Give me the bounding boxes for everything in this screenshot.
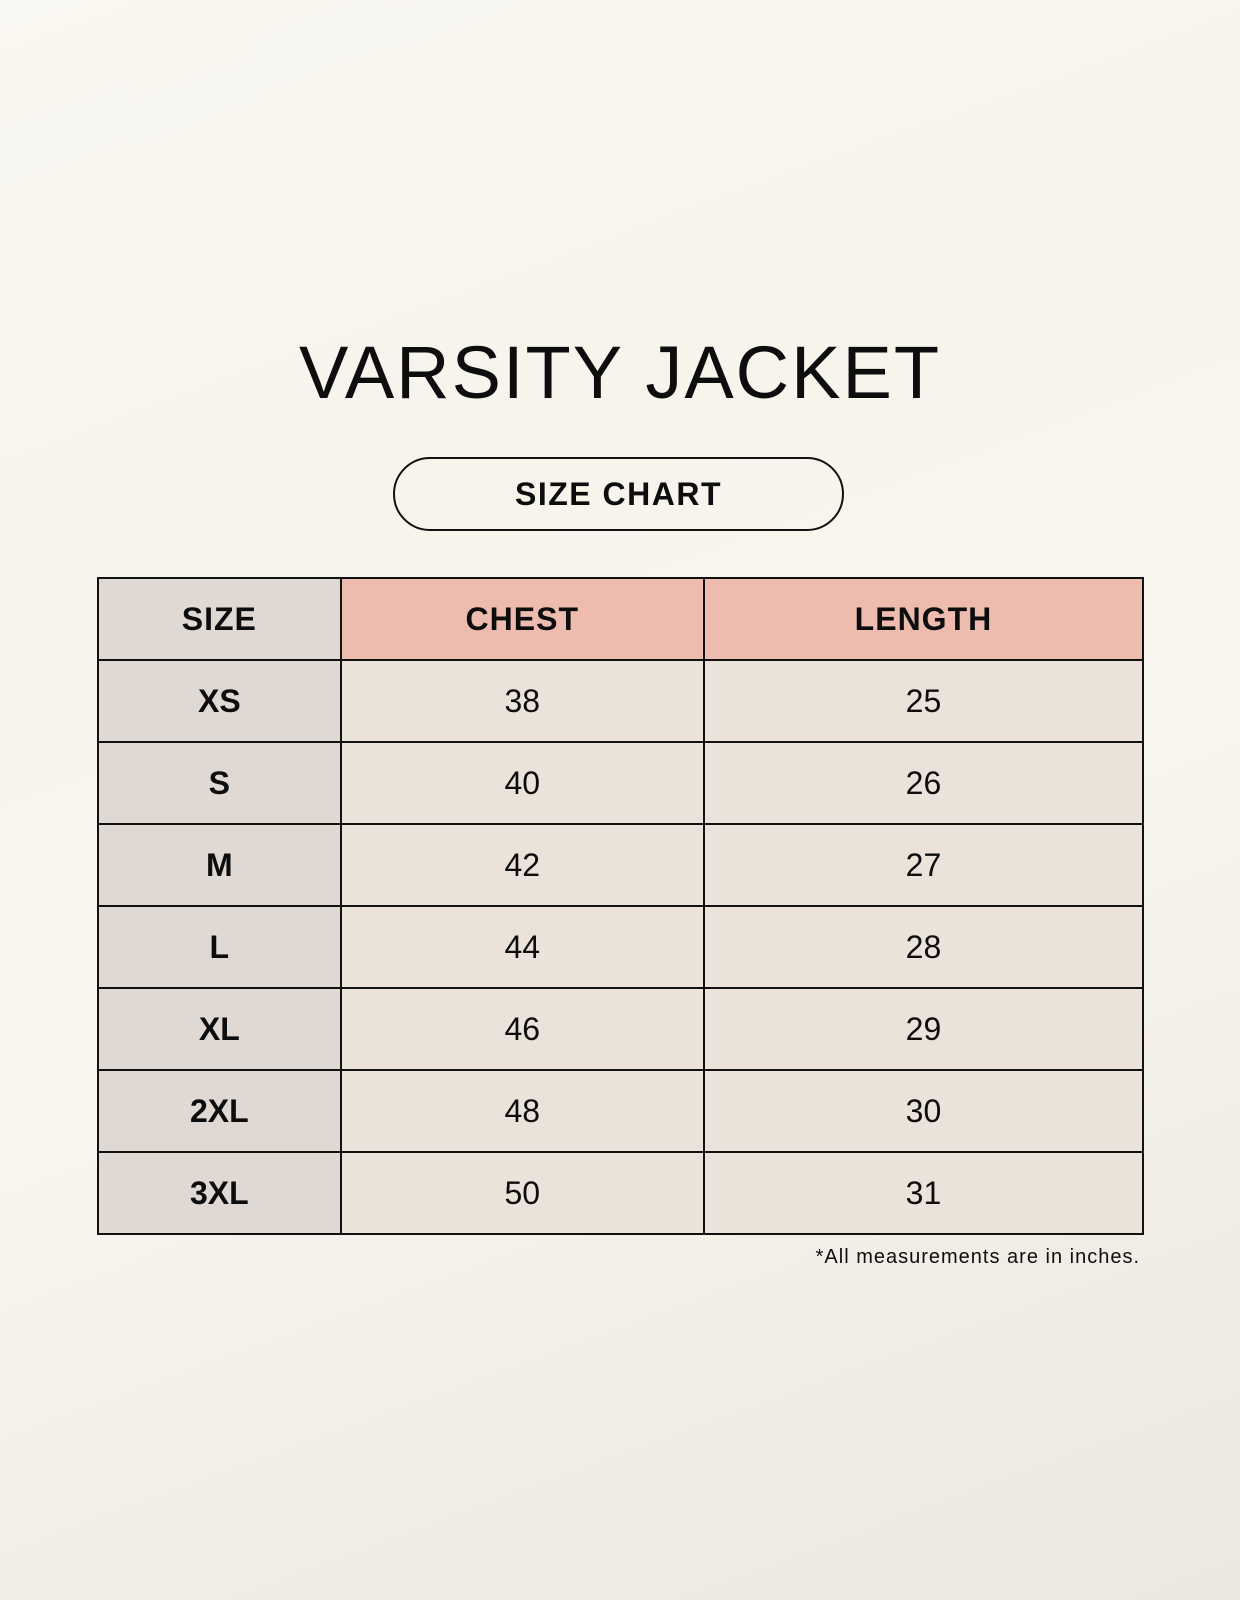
table-row: 3XL 50 31 bbox=[97, 1151, 1145, 1235]
measurement-footnote: *All measurements are in inches. bbox=[815, 1246, 1140, 1268]
size-cell: 2XL bbox=[97, 1069, 342, 1153]
header-size: SIZE bbox=[97, 577, 342, 661]
size-cell: S bbox=[97, 741, 342, 825]
table-row: L 44 28 bbox=[97, 905, 1145, 989]
length-cell: 27 bbox=[702, 823, 1145, 907]
length-cell: 25 bbox=[702, 659, 1145, 743]
table-row: 2XL 48 30 bbox=[97, 1069, 1145, 1153]
table-row: S 40 26 bbox=[97, 741, 1145, 825]
size-chart-badge: SIZE CHART bbox=[393, 457, 844, 531]
size-cell: XL bbox=[97, 987, 342, 1071]
table-header-row: SIZE CHEST LENGTH bbox=[97, 577, 1145, 661]
size-chart-table: SIZE CHEST LENGTH XS 38 25 S 40 26 M 42 27 L 44 28 X… bbox=[97, 577, 1145, 1235]
table-row: XL 46 29 bbox=[97, 987, 1145, 1071]
chest-cell: 46 bbox=[339, 987, 705, 1071]
chest-cell: 42 bbox=[339, 823, 705, 907]
chest-cell: 44 bbox=[339, 905, 705, 989]
length-cell: 28 bbox=[702, 905, 1145, 989]
header-chest: CHEST bbox=[339, 577, 705, 661]
length-cell: 26 bbox=[702, 741, 1145, 825]
size-cell: M bbox=[97, 823, 342, 907]
size-cell: 3XL bbox=[97, 1151, 342, 1235]
chest-cell: 50 bbox=[339, 1151, 705, 1235]
size-cell: L bbox=[97, 905, 342, 989]
chest-cell: 48 bbox=[339, 1069, 705, 1153]
table-row: M 42 27 bbox=[97, 823, 1145, 907]
table-row: XS 38 25 bbox=[97, 659, 1145, 743]
length-cell: 29 bbox=[702, 987, 1145, 1071]
chest-cell: 40 bbox=[339, 741, 705, 825]
length-cell: 31 bbox=[702, 1151, 1145, 1235]
size-cell: XS bbox=[97, 659, 342, 743]
length-cell: 30 bbox=[702, 1069, 1145, 1153]
chest-cell: 38 bbox=[339, 659, 705, 743]
page-title: VARSITY JACKET bbox=[298, 331, 942, 414]
header-length: LENGTH bbox=[702, 577, 1145, 661]
